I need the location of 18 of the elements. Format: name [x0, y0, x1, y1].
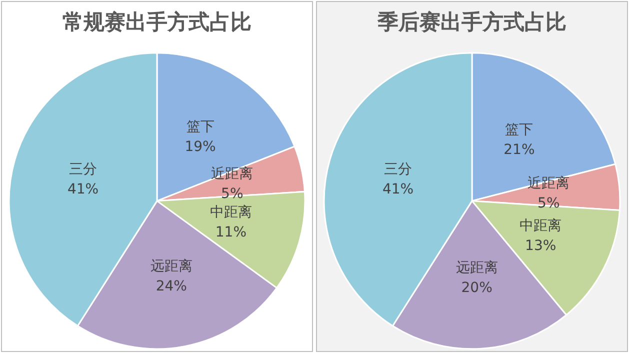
- data-label: 41%: [382, 181, 414, 198]
- chart-title: 常规赛出手方式占比: [62, 9, 252, 34]
- slice-label: 远距离: [150, 258, 192, 275]
- data-label: 41%: [67, 181, 99, 198]
- data-label: 24%: [156, 278, 187, 295]
- data-label: 19%: [184, 139, 216, 156]
- slice-label: 远距离: [456, 260, 498, 276]
- slice-label: 篮下: [186, 119, 214, 136]
- slice-label: 三分: [384, 161, 412, 178]
- data-label: 11%: [215, 224, 247, 240]
- slice-label: 篮下: [505, 122, 534, 138]
- slice-label: 三分: [69, 161, 98, 178]
- chart-title: 季后赛出手方式占比: [376, 9, 566, 34]
- data-label: 20%: [461, 280, 492, 296]
- slice-label: 中距离: [210, 204, 252, 220]
- data-label: 21%: [504, 142, 535, 158]
- data-label: 13%: [525, 238, 556, 254]
- slice-label: 中距离: [520, 218, 562, 234]
